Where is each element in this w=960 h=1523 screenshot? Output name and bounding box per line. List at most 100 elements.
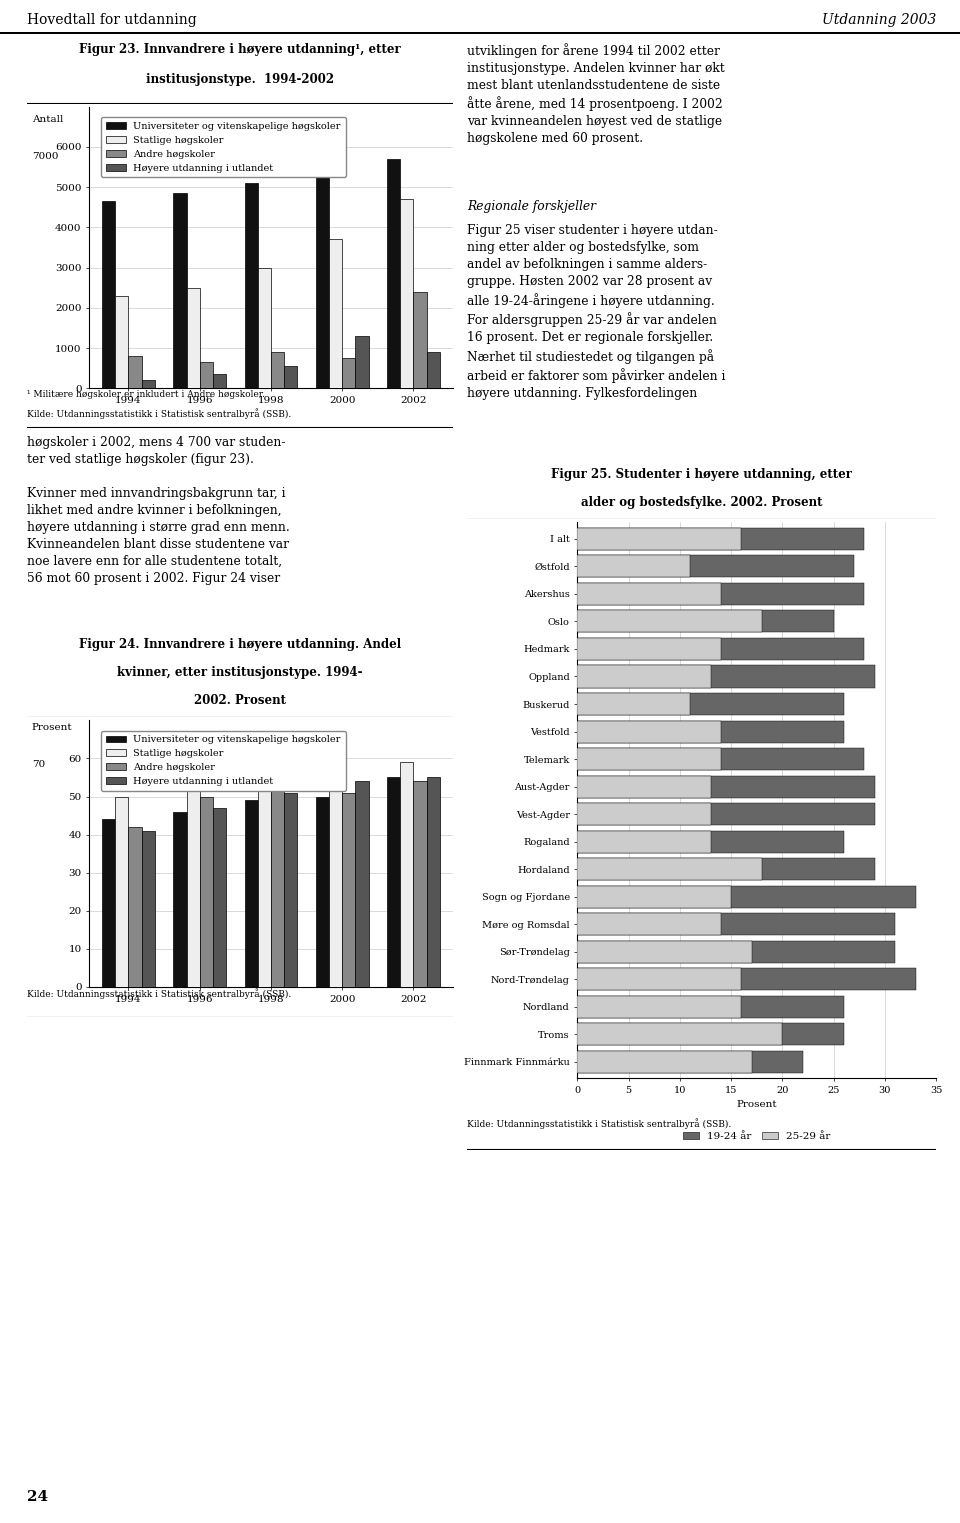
Bar <box>578 583 721 605</box>
Bar <box>578 528 741 550</box>
Bar <box>578 666 710 687</box>
Bar <box>578 638 864 659</box>
Bar <box>578 693 690 714</box>
Text: 2002. Prosent: 2002. Prosent <box>194 694 286 707</box>
Bar <box>578 941 752 963</box>
Bar <box>426 778 440 987</box>
Bar <box>578 830 710 853</box>
Bar <box>271 789 284 987</box>
Bar <box>578 748 864 771</box>
Bar <box>578 996 844 1017</box>
Bar <box>174 812 186 987</box>
Bar <box>329 239 342 388</box>
Text: Antall: Antall <box>32 116 63 123</box>
Bar <box>578 720 844 743</box>
Bar <box>284 366 298 388</box>
Bar <box>578 914 721 935</box>
Bar <box>316 125 329 388</box>
Bar <box>200 797 213 987</box>
Bar <box>142 381 155 388</box>
Bar <box>578 775 710 798</box>
Bar <box>578 720 721 743</box>
Bar <box>400 763 414 987</box>
Bar <box>578 969 741 990</box>
Text: Hovedtall for utdanning: Hovedtall for utdanning <box>27 14 197 27</box>
Text: institusjonstype.  1994-2002: institusjonstype. 1994-2002 <box>146 73 334 85</box>
Bar <box>387 158 400 388</box>
Bar <box>578 638 721 659</box>
Bar <box>342 358 355 388</box>
Bar <box>329 763 342 987</box>
Bar <box>578 1023 844 1045</box>
Bar <box>316 797 329 987</box>
Bar <box>578 830 844 853</box>
Bar <box>578 693 844 714</box>
X-axis label: Prosent: Prosent <box>736 1101 777 1109</box>
Bar <box>258 774 271 987</box>
Text: Figur 24. Innvandrere i høyere utdanning. Andel: Figur 24. Innvandrere i høyere utdanning… <box>79 638 401 652</box>
Bar <box>142 832 155 987</box>
Bar <box>578 528 864 550</box>
Bar <box>578 1023 782 1045</box>
Bar <box>578 556 690 577</box>
Bar <box>271 352 284 388</box>
Text: Utdanning 2003: Utdanning 2003 <box>822 14 936 27</box>
Bar <box>578 969 916 990</box>
Bar <box>342 793 355 987</box>
Legend: Universiteter og vitenskapelige høgskoler, Statlige høgskoler, Andre høgskoler, : Universiteter og vitenskapelige høgskole… <box>102 731 346 790</box>
Bar <box>578 996 741 1017</box>
Text: Figur 25. Studenter i høyere utdanning, etter: Figur 25. Studenter i høyere utdanning, … <box>551 468 852 481</box>
Text: alder og bostedsfylke. 2002. Prosent: alder og bostedsfylke. 2002. Prosent <box>581 496 823 509</box>
Text: Prosent: Prosent <box>32 723 72 733</box>
Bar <box>258 268 271 388</box>
Bar <box>578 1051 752 1072</box>
Bar <box>129 827 142 987</box>
Text: Kilde: Utdanningsstatistikk i Statistisk sentralbyrå (SSB).: Kilde: Utdanningsstatistikk i Statistisk… <box>467 1118 732 1129</box>
Legend: Universiteter og vitenskapelige høgskoler, Statlige høgskoler, Andre høgskoler, : Universiteter og vitenskapelige høgskole… <box>102 117 346 177</box>
Bar <box>578 666 875 687</box>
Bar <box>400 200 414 388</box>
Bar <box>578 775 875 798</box>
Text: utviklingen for årene 1994 til 2002 etter
institusjonstype. Andelen kvinner har : utviklingen for årene 1994 til 2002 ette… <box>467 43 725 145</box>
Bar <box>213 809 226 987</box>
Bar <box>578 803 875 825</box>
Bar <box>578 556 854 577</box>
Bar <box>213 375 226 388</box>
Text: 7000: 7000 <box>32 152 59 161</box>
Bar <box>186 288 200 388</box>
Bar <box>355 337 369 388</box>
Text: kvinner, etter institusjonstype. 1994-: kvinner, etter institusjonstype. 1994- <box>117 667 363 679</box>
Text: 70: 70 <box>32 760 45 769</box>
Bar <box>578 857 875 880</box>
Bar <box>578 803 710 825</box>
Bar <box>578 748 721 771</box>
Bar <box>578 583 864 605</box>
Bar <box>102 819 115 987</box>
Bar <box>115 295 129 388</box>
Bar <box>102 201 115 388</box>
Bar <box>129 356 142 388</box>
Bar <box>186 789 200 987</box>
Bar <box>174 193 186 388</box>
Text: ¹ Militære høgskoler er inkludert i Andre høgskoler.: ¹ Militære høgskoler er inkludert i Andr… <box>27 390 265 399</box>
Bar <box>200 362 213 388</box>
Text: Figur 23. Innvandrere i høyere utdanning¹, etter: Figur 23. Innvandrere i høyere utdanning… <box>79 43 400 56</box>
Bar <box>578 941 895 963</box>
Bar <box>578 914 895 935</box>
Bar <box>578 611 833 632</box>
Bar <box>387 778 400 987</box>
Bar <box>245 801 258 987</box>
Bar <box>578 886 732 908</box>
Text: Regionale forskjeller: Regionale forskjeller <box>467 200 596 213</box>
Bar <box>414 292 426 388</box>
Text: 24: 24 <box>27 1489 48 1505</box>
Bar <box>578 611 762 632</box>
Text: Figur 25 viser studenter i høyere utdan-
ning etter alder og bostedsfylke, som
a: Figur 25 viser studenter i høyere utdan-… <box>467 224 726 401</box>
Bar <box>414 781 426 987</box>
Bar <box>426 352 440 388</box>
Text: høgskoler i 2002, mens 4 700 var studen-
ter ved statlige høgskoler (figur 23).
: høgskoler i 2002, mens 4 700 var studen-… <box>27 436 290 585</box>
Bar <box>578 886 916 908</box>
Legend: 19-24 år, 25-29 år: 19-24 år, 25-29 år <box>679 1127 834 1145</box>
Bar <box>284 793 298 987</box>
Bar <box>578 857 762 880</box>
